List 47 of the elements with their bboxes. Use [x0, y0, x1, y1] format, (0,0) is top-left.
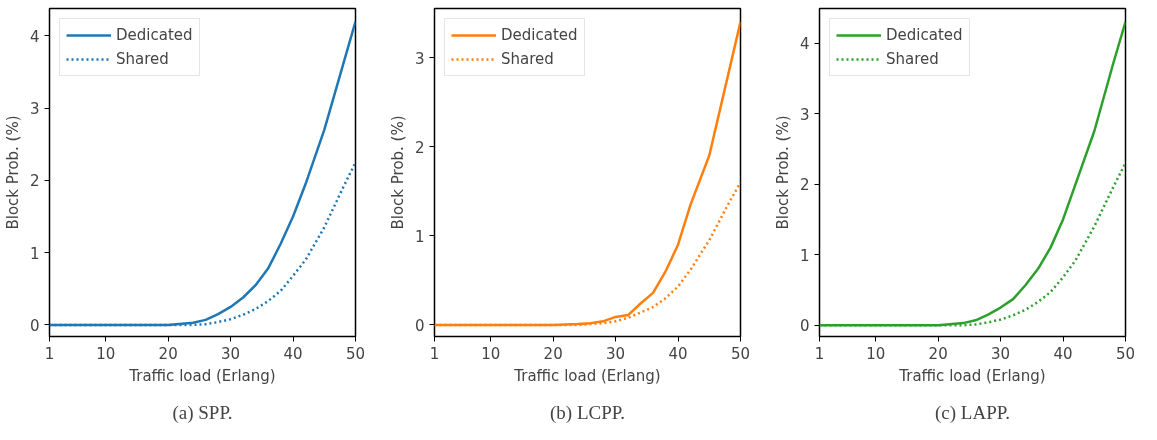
legend-label: Shared [116, 50, 169, 68]
y-tick-label: 3 [414, 49, 425, 68]
x-tick-label: 20 [928, 344, 948, 363]
y-tick-label: 1 [29, 244, 40, 263]
text: (a) SPP. [172, 402, 233, 424]
x-tick-label: 20 [158, 344, 178, 363]
x-tick-label: 50 [1115, 344, 1136, 363]
x-tick-label: 1 [429, 344, 440, 363]
x-axis-title: Traffic load (Erlang) [513, 366, 661, 385]
x-tick-label: 30 [221, 344, 241, 363]
x-axis-title: Traffic load (Erlang) [898, 366, 1046, 385]
text: (c) LAPP. [935, 402, 1010, 424]
legend-label: Shared [501, 50, 554, 68]
y-tick-label: 4 [29, 27, 40, 46]
x-tick-label: 10 [481, 344, 501, 363]
x-tick-label: 1 [44, 344, 55, 363]
x-tick-label: 20 [543, 344, 563, 363]
y-axis-title: Block Prob. (%) [388, 115, 407, 230]
x-tick-label: 50 [345, 344, 366, 363]
y-axis-title: Block Prob. (%) [3, 115, 22, 230]
y-tick-label: 0 [799, 317, 810, 336]
y-tick-label: 1 [799, 246, 810, 265]
x-axis-title: Traffic load (Erlang) [128, 366, 276, 385]
legend-label: Dedicated [116, 26, 193, 44]
legend-label: Dedicated [886, 26, 963, 44]
x-tick-label: 40 [283, 344, 303, 363]
x-tick-label: 50 [730, 344, 751, 363]
y-tick-label: 0 [414, 316, 425, 335]
x-tick-label: 10 [96, 344, 116, 363]
legend-label: Dedicated [501, 26, 578, 44]
x-tick-label: 1 [814, 344, 825, 363]
y-tick-label: 2 [799, 176, 810, 195]
y-tick-label: 2 [29, 172, 40, 191]
y-tick-label: 3 [29, 100, 40, 119]
y-axis-title: Block Prob. (%) [773, 115, 792, 230]
legend-label: Shared [886, 50, 939, 68]
y-tick-label: 2 [414, 138, 425, 157]
y-tick-label: 3 [799, 105, 810, 124]
x-tick-label: 10 [866, 344, 886, 363]
x-tick-label: 30 [991, 344, 1011, 363]
y-tick-label: 1 [414, 227, 425, 246]
x-tick-label: 30 [606, 344, 626, 363]
y-tick-label: 0 [29, 316, 40, 335]
x-tick-label: 40 [668, 344, 688, 363]
x-tick-label: 40 [1053, 344, 1073, 363]
text: (b) LCPP. [550, 402, 625, 424]
y-tick-label: 4 [799, 35, 810, 54]
